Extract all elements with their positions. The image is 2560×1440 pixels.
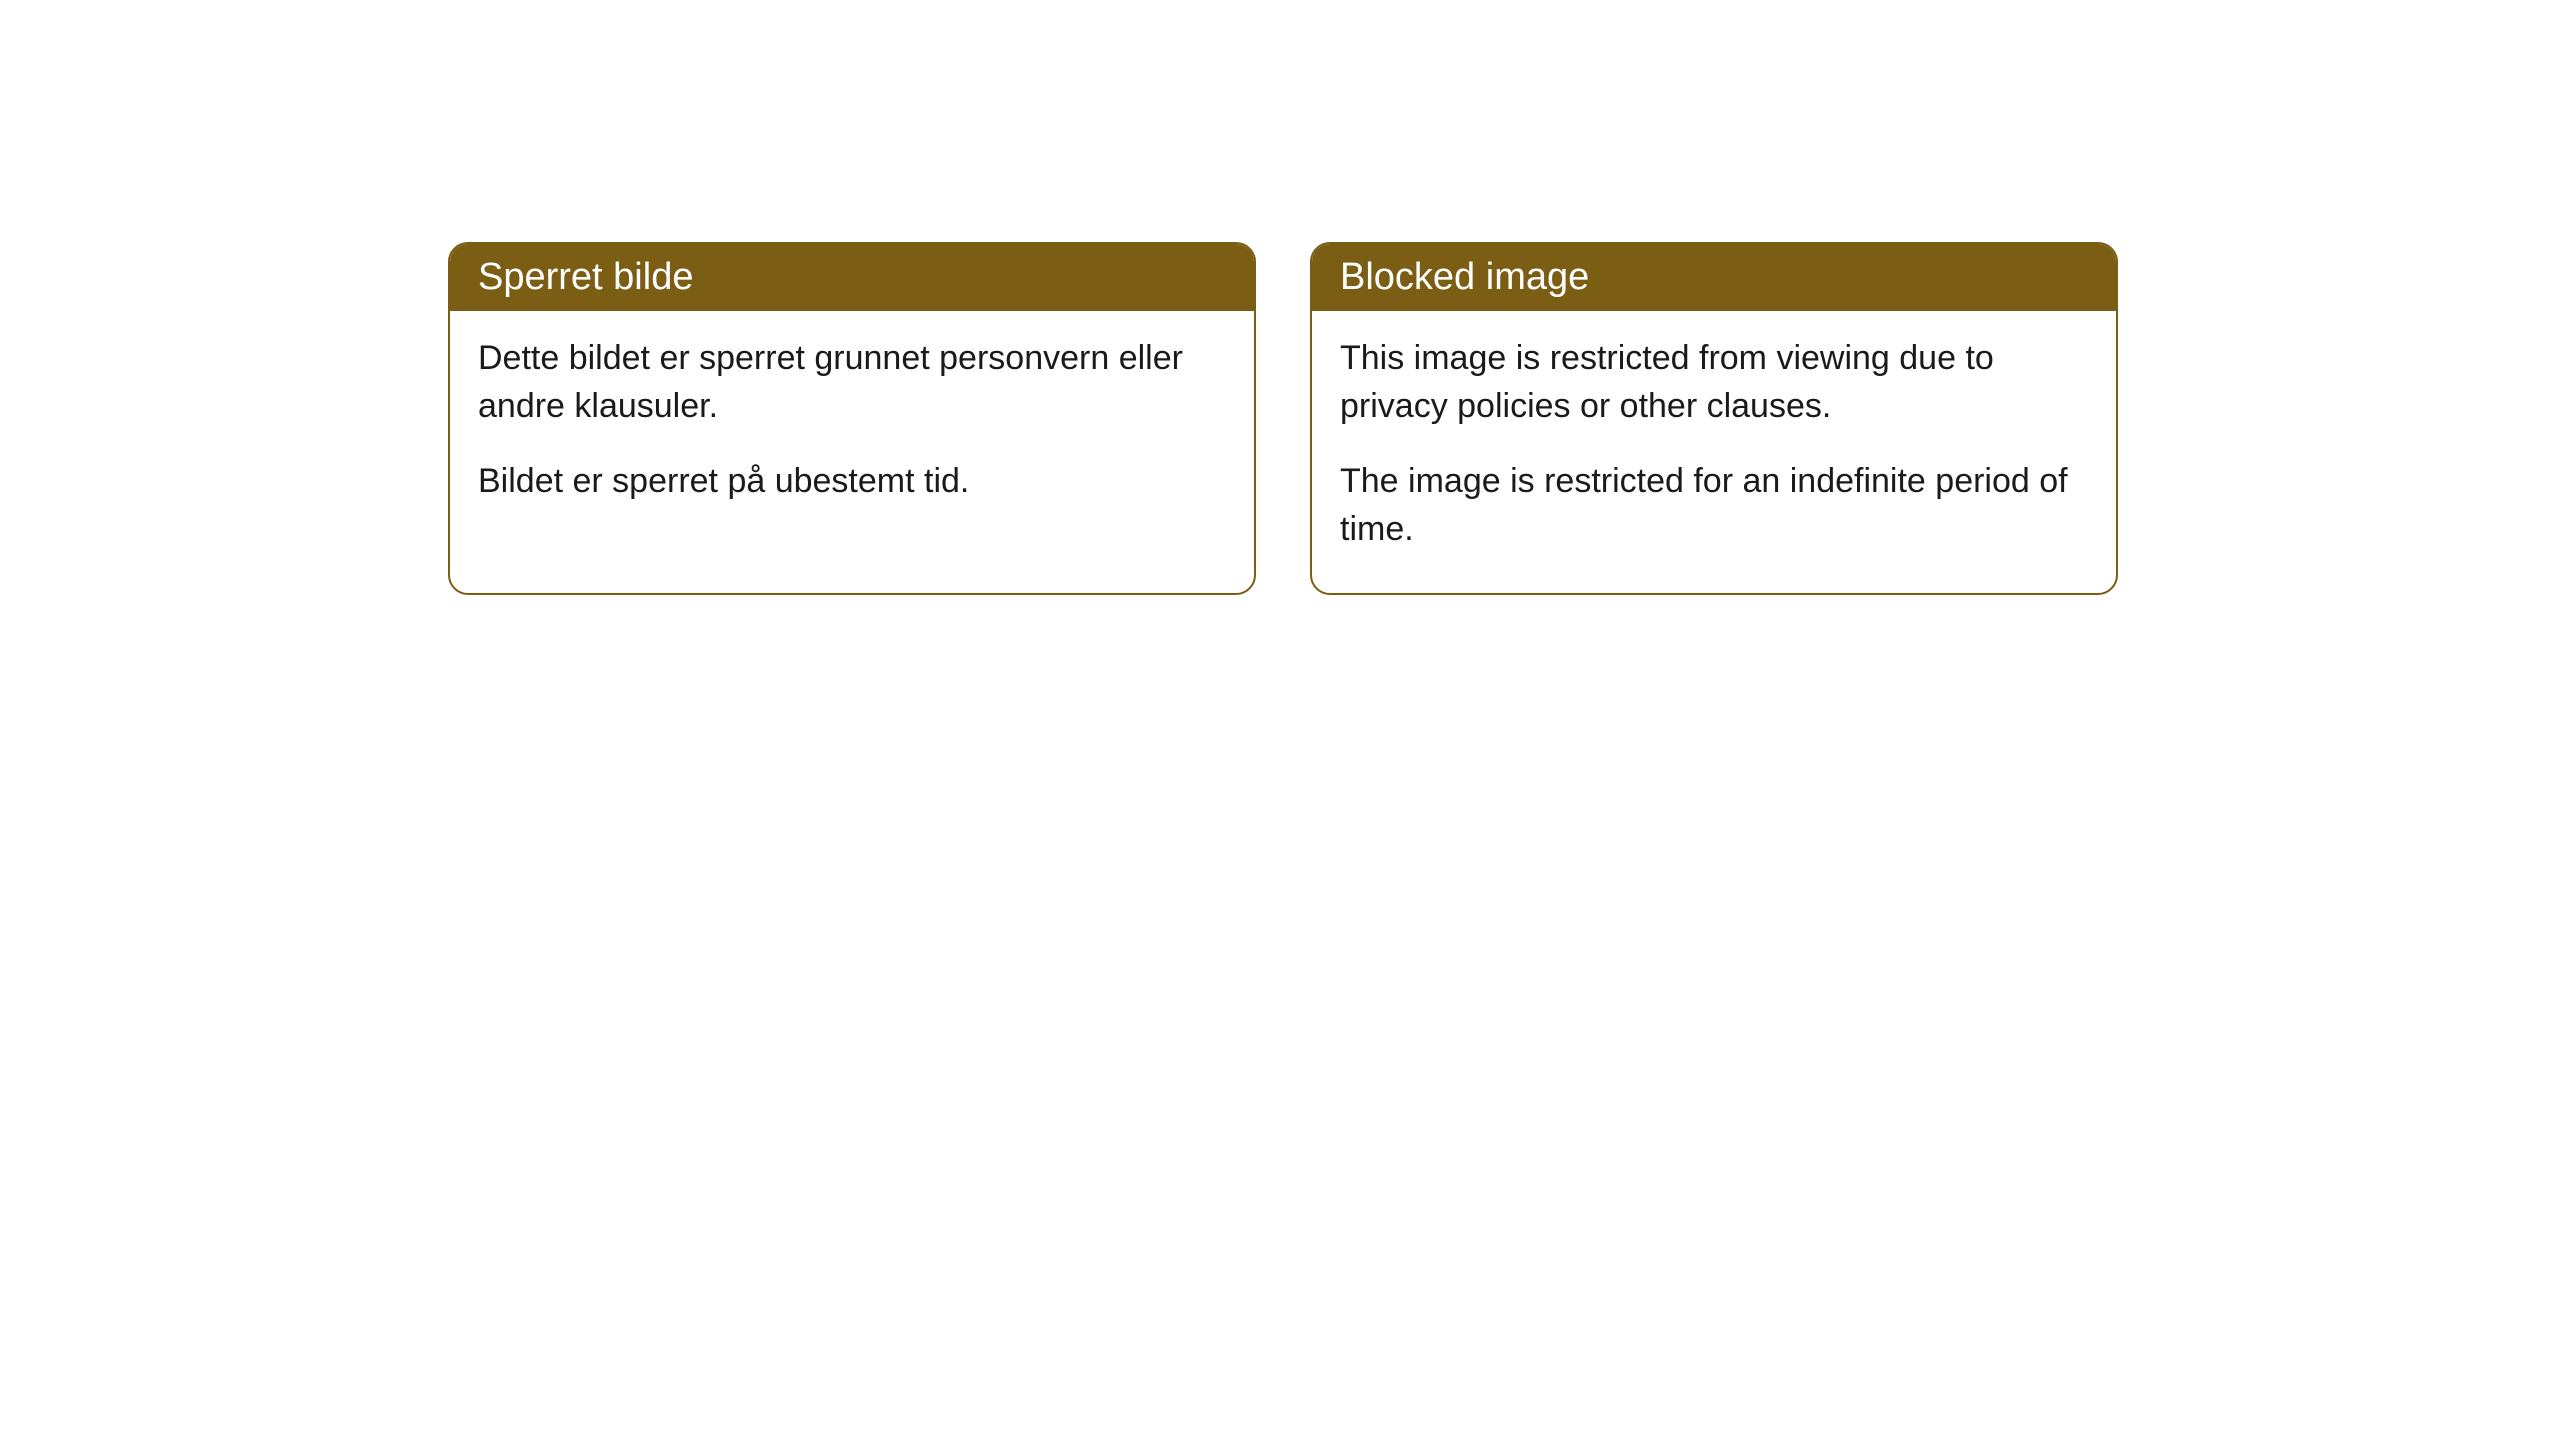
card-header: Sperret bilde — [450, 244, 1254, 311]
card-body: Dette bildet er sperret grunnet personve… — [450, 311, 1254, 546]
notice-cards-container: Sperret bilde Dette bildet er sperret gr… — [448, 242, 2118, 595]
notice-card-english: Blocked image This image is restricted f… — [1310, 242, 2118, 595]
card-paragraph: This image is restricted from viewing du… — [1340, 335, 2088, 430]
card-header: Blocked image — [1312, 244, 2116, 311]
card-body: This image is restricted from viewing du… — [1312, 311, 2116, 593]
card-paragraph: Bildet er sperret på ubestemt tid. — [478, 458, 1226, 506]
card-paragraph: Dette bildet er sperret grunnet personve… — [478, 335, 1226, 430]
card-paragraph: The image is restricted for an indefinit… — [1340, 458, 2088, 553]
notice-card-norwegian: Sperret bilde Dette bildet er sperret gr… — [448, 242, 1256, 595]
